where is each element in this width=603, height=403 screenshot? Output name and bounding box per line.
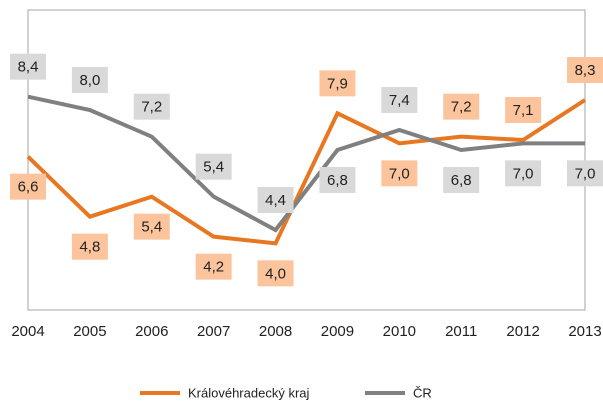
data-label: 4,0 [265,265,286,282]
data-label: 4,4 [265,192,286,209]
data-label: 4,8 [79,239,100,256]
data-label: 7,2 [141,99,162,116]
data-label-box [319,167,356,193]
x-tick-label: 2011 [445,323,477,340]
data-label-box [505,160,542,187]
data-label-box [195,153,232,180]
data-label-box [71,233,108,260]
data-label-box [195,253,232,280]
data-label-box [10,173,46,200]
x-tick-label: 2010 [383,323,416,340]
x-tick-label: 2013 [568,323,601,340]
x-tick-label: 2004 [11,323,44,340]
series-line [26,98,587,246]
data-label-box [381,87,418,113]
data-label-box [567,57,603,83]
x-tick-label: 2008 [259,323,292,340]
data-label-box [10,53,46,80]
data-label: 7,1 [513,102,534,119]
data-label: 7,0 [513,165,534,182]
plot-area [27,9,586,311]
data-label: 7,2 [451,99,472,116]
data-label: 4,2 [203,259,224,276]
legend-label: Královéhradecký kraj [188,385,309,400]
x-tick-label: 2012 [506,323,539,340]
data-label-box [133,213,170,240]
data-label: 7,9 [327,75,348,92]
data-label-box [443,93,480,120]
data-label: 7,0 [575,165,596,182]
data-label: 6,6 [18,179,39,196]
data-label-box [133,93,170,120]
data-label: 5,4 [203,159,224,176]
data-label-box [71,67,108,93]
data-label-box [257,187,294,213]
data-label-box [381,160,418,187]
data-label: 8,3 [575,62,596,79]
data-label-box [319,70,356,97]
legend-label: ČR [413,385,432,400]
x-tick-label: 2005 [73,323,106,340]
series-line [27,94,585,233]
data-label-box [257,260,294,287]
data-label: 6,8 [327,172,348,189]
data-label-box [505,97,542,123]
data-label: 7,4 [389,92,410,109]
data-label-box [567,160,603,187]
data-label: 8,0 [79,72,100,89]
x-tick-label: 2009 [321,323,354,340]
data-label: 7,0 [389,165,410,182]
data-label: 5,4 [141,219,162,236]
data-label: 8,4 [18,59,39,76]
data-label-box [443,167,480,193]
x-tick-label: 2007 [197,323,230,340]
data-label: 6,8 [451,172,472,189]
x-tick-label: 2006 [135,323,168,340]
